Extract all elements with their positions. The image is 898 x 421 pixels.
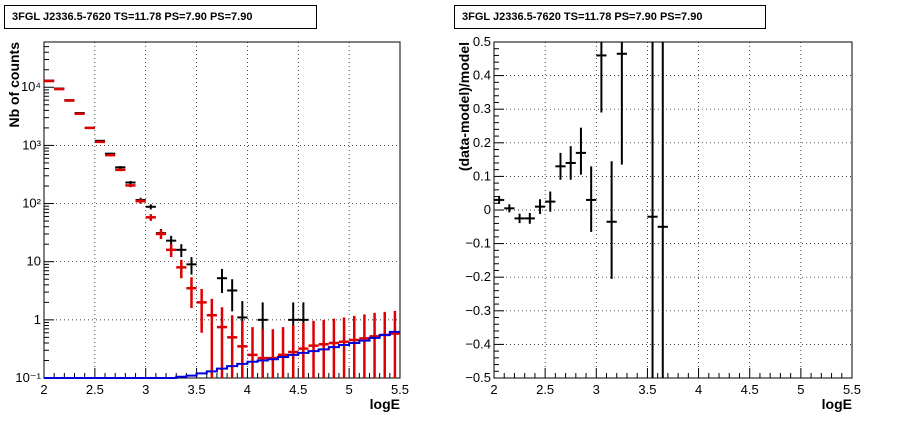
x-tick-label: 2 — [490, 382, 497, 397]
model-point — [74, 112, 85, 116]
y-tick-label: 10 — [27, 254, 41, 269]
model-point — [84, 126, 95, 130]
y-tick-label: 0.2 — [473, 135, 491, 150]
model-point — [389, 310, 400, 378]
y-tick-label: 10² — [22, 196, 41, 211]
model-point — [257, 329, 268, 378]
data-point — [115, 166, 126, 169]
model-point — [308, 320, 319, 378]
model-point — [267, 329, 278, 378]
y-tick-label: −0.2 — [465, 269, 491, 284]
data-point — [125, 180, 136, 185]
x-tick-label: 3.5 — [188, 382, 206, 397]
y-tick-label: 10⁻¹ — [15, 370, 41, 385]
data-point — [647, 42, 658, 378]
y-tick-label: 0 — [484, 202, 491, 217]
model-point — [176, 259, 187, 279]
x-tick-label: 5.5 — [843, 382, 861, 397]
x-tick-label: 3 — [142, 382, 149, 397]
y-tick-label: −0.1 — [465, 236, 491, 251]
x-axis-label: logE — [370, 396, 400, 412]
x-tick-label: 5 — [797, 382, 804, 397]
data-point — [514, 213, 525, 224]
model-point — [206, 298, 217, 378]
model-point — [338, 317, 350, 378]
model-point — [227, 315, 238, 378]
data-point — [596, 42, 607, 113]
model-point — [64, 99, 75, 102]
data-point — [575, 127, 587, 175]
model-point — [186, 277, 197, 308]
data-point — [565, 146, 576, 180]
data-point — [145, 204, 156, 210]
x-tick-label: 5 — [346, 382, 353, 397]
model-point — [328, 318, 339, 378]
data-point — [555, 152, 566, 180]
x-tick-label: 3 — [593, 382, 600, 397]
y-tick-label: 0.3 — [473, 101, 491, 116]
model-point — [216, 307, 228, 378]
model-point — [379, 311, 390, 378]
y-tick-label: 0.1 — [473, 168, 491, 183]
residuals-panel: 2 2.5 3 3.5 4 4.5 5 5.5 −0.5 −0.4 −0.3 −0.2 −0.1 0 0.1… — [456, 34, 861, 412]
y-tick-label: −0.5 — [465, 370, 491, 385]
residuals-plot-title: 3FGL J2336.5-7620 TS=11.78 PS=7.90 PS=7.… — [454, 5, 766, 29]
y-tick-label: 10³ — [22, 137, 41, 152]
data-point — [227, 279, 238, 312]
data-point — [534, 199, 546, 215]
model-point — [369, 312, 380, 378]
x-axis-label: logE — [822, 396, 852, 412]
model-point — [196, 288, 207, 333]
model-point — [145, 214, 156, 221]
data-point — [176, 244, 187, 258]
x-tick-label: 2 — [40, 382, 47, 397]
counts-panel: 2 2.5 3 3.5 4 4.5 5 5.5 10⁻¹ 1 10 10² 10³ 10⁴ logE Nb o… — [6, 41, 409, 412]
x-tick-label: 2.5 — [536, 382, 554, 397]
model-step-line — [44, 330, 400, 379]
y-tick-label: 10⁴ — [21, 79, 41, 94]
model-point — [277, 327, 289, 378]
y-axis-label: Nb of counts — [6, 42, 22, 128]
data-point — [616, 42, 627, 165]
model-point — [288, 325, 299, 378]
data-point — [216, 268, 228, 293]
model-point — [115, 168, 126, 172]
model-point — [105, 153, 116, 157]
data-point — [494, 195, 505, 204]
data-point — [657, 42, 668, 378]
model-point — [298, 322, 309, 378]
model-point — [359, 314, 370, 378]
x-tick-label: 2.5 — [86, 382, 104, 397]
y-tick-label: 1 — [34, 312, 41, 327]
model-point — [155, 229, 167, 240]
data-point — [586, 166, 597, 232]
y-tick-label: 0.4 — [473, 68, 491, 83]
data-point — [524, 213, 535, 224]
data-point — [545, 191, 556, 212]
y-tick-label: −0.4 — [465, 336, 491, 351]
y-axis-label: (data-model)/model — [456, 42, 472, 171]
x-tick-label: 4.5 — [741, 382, 759, 397]
model-point — [54, 87, 65, 91]
y-tick-label: −0.3 — [465, 303, 491, 318]
model-point — [247, 327, 258, 378]
data-point — [186, 257, 197, 275]
y-tick-label: 0.5 — [473, 34, 491, 49]
model-point — [125, 183, 136, 188]
x-tick-label: 4 — [695, 382, 702, 397]
x-tick-label: 4 — [244, 382, 251, 397]
counts-plot-title: 3FGL J2336.5-7620 TS=11.78 PS=7.90 PS=7.… — [4, 5, 317, 29]
model-point — [135, 198, 146, 204]
data-point — [504, 204, 515, 213]
model-point — [237, 321, 248, 378]
x-tick-label: 5.5 — [391, 382, 409, 397]
x-tick-label: 4.5 — [289, 382, 307, 397]
model-point — [94, 140, 106, 144]
data-point — [606, 161, 617, 279]
model-point — [349, 315, 360, 378]
model-point — [166, 244, 177, 258]
x-tick-label: 3.5 — [638, 382, 656, 397]
